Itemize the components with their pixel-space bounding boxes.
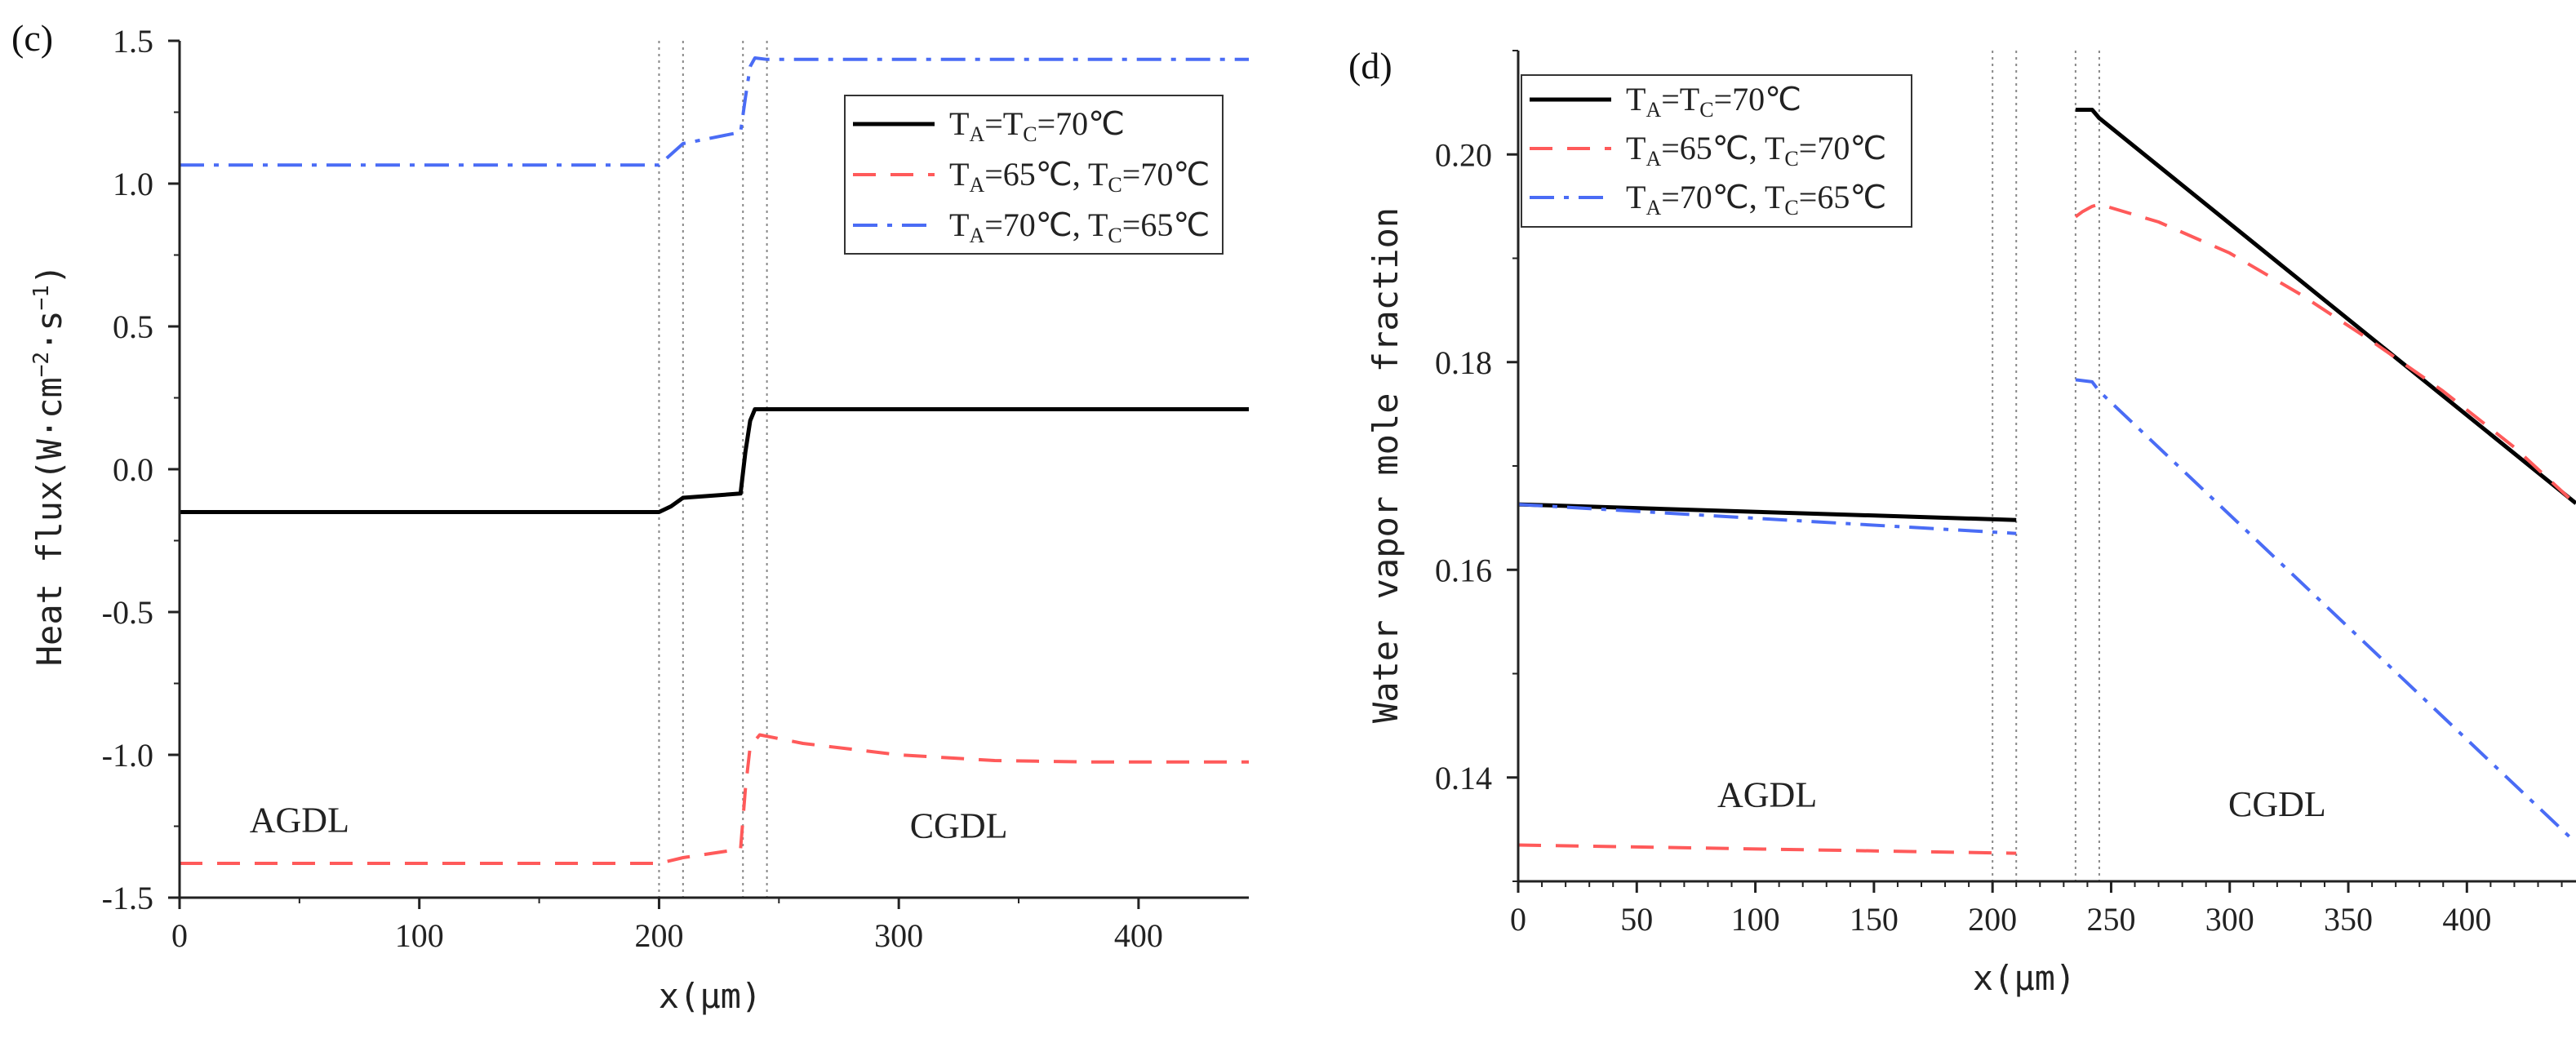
x-axis-label: x(μm) bbox=[1973, 958, 2076, 998]
x-tick-label: 100 bbox=[1731, 901, 1780, 938]
y-axis-label: Heat flux(W·cm−2·s−1) bbox=[29, 264, 69, 667]
y-tick-label: -0.5 bbox=[102, 594, 153, 631]
x-tick-label: 200 bbox=[634, 917, 683, 954]
series-line-s3 bbox=[1517, 503, 2017, 535]
legend: TA=TC=70℃ TA=65℃, TC=70℃ TA=70℃, TC=65℃ bbox=[844, 95, 1224, 255]
x-tick-label: 300 bbox=[874, 917, 923, 954]
series-line-s2 bbox=[2074, 202, 2576, 506]
y-tick-label: 1.0 bbox=[113, 166, 153, 202]
boundary-lines bbox=[658, 41, 768, 898]
legend-label-s3: TA=70℃, TC=65℃ bbox=[949, 206, 1210, 247]
y-tick-label: 1.5 bbox=[113, 23, 153, 60]
panel-label-d: (d) bbox=[1348, 45, 1392, 86]
legend-label-s3: TA=70℃, TC=65℃ bbox=[1626, 179, 1886, 220]
x-tick-label: 400 bbox=[1114, 917, 1163, 954]
series-line-s1 bbox=[2075, 108, 2576, 505]
series-line-s1 bbox=[180, 407, 1249, 514]
boundary-lines bbox=[1992, 51, 2100, 881]
y-tick-label: 0.20 bbox=[1435, 136, 1492, 173]
series-line-s2 bbox=[1517, 843, 2017, 855]
panel-label-c: (c) bbox=[11, 17, 53, 59]
series-line-s3 bbox=[180, 56, 1249, 167]
x-tick-label: 200 bbox=[1968, 901, 2017, 938]
x-tick-label: 250 bbox=[2086, 901, 2135, 938]
x-axis-label: x(μm) bbox=[659, 976, 762, 1016]
series-line-s3 bbox=[2075, 378, 2576, 845]
x-tick-label: 100 bbox=[395, 917, 444, 954]
legend-label-s2: TA=65℃, TC=70℃ bbox=[949, 156, 1210, 197]
region-label-agdl: AGDL bbox=[250, 801, 349, 841]
x-tick-label: 0 bbox=[1510, 901, 1526, 938]
region-label-cgdl: CGDL bbox=[2228, 784, 2326, 824]
region-label-agdl: AGDL bbox=[1717, 774, 1817, 814]
region-label-cgdl: CGDL bbox=[910, 806, 1008, 846]
legend-label-s2: TA=65℃, TC=70℃ bbox=[1626, 130, 1886, 171]
y-tick-label: 0.14 bbox=[1435, 760, 1492, 796]
x-tick-label: 150 bbox=[1850, 901, 1899, 938]
series-line-s1 bbox=[1517, 502, 2017, 522]
legend-label-s1: TA=TC=70℃ bbox=[1626, 81, 1801, 122]
x-tick-label: 50 bbox=[1620, 901, 1653, 938]
y-tick-label: 0.5 bbox=[113, 308, 153, 345]
series-group bbox=[1517, 108, 2576, 855]
y-tick-label: 0.18 bbox=[1435, 344, 1492, 381]
axes: 0 100 200 300 400 -1.5 -1.0 -0.5 0.0 0.5 1.0 1.5 bbox=[102, 23, 1249, 954]
x-tick-label: 300 bbox=[2205, 901, 2254, 938]
y-tick-label: -1.5 bbox=[102, 880, 153, 916]
series-group bbox=[180, 56, 1249, 865]
legend-label-s1: TA=TC=70℃ bbox=[949, 105, 1125, 146]
y-tick-label: -1.0 bbox=[102, 737, 153, 774]
panel-d-water-vapor: (d) 0 50 100 150 200 250 300 350 400 0.14 0.16 0.18… bbox=[1348, 45, 2576, 998]
region-labels: AGDL CGDL bbox=[1717, 774, 2326, 823]
y-axis-label: Water vapor mole fraction bbox=[1366, 207, 1406, 723]
y-tick-label: 0.0 bbox=[113, 451, 153, 488]
region-labels: AGDL CGDL bbox=[250, 801, 1008, 846]
x-tick-label: 0 bbox=[171, 917, 188, 954]
x-tick-label: 400 bbox=[2442, 901, 2491, 938]
axes: 0 50 100 150 200 250 300 350 400 0.14 0.16 0.18 0.20 bbox=[1435, 50, 2576, 938]
series-line-s2 bbox=[180, 733, 1249, 865]
panel-c-heat-flux: (c) 0 100 200 300 400 -1.5 -1.0 -0.5 0.0 0.5 1.0 1.… bbox=[11, 17, 1249, 1016]
x-tick-label: 350 bbox=[2324, 901, 2373, 938]
y-tick-label: 0.16 bbox=[1435, 552, 1492, 588]
legend: TA=TC=70℃ TA=65℃, TC=70℃ TA=70℃, TC=65℃ bbox=[1521, 74, 1912, 228]
